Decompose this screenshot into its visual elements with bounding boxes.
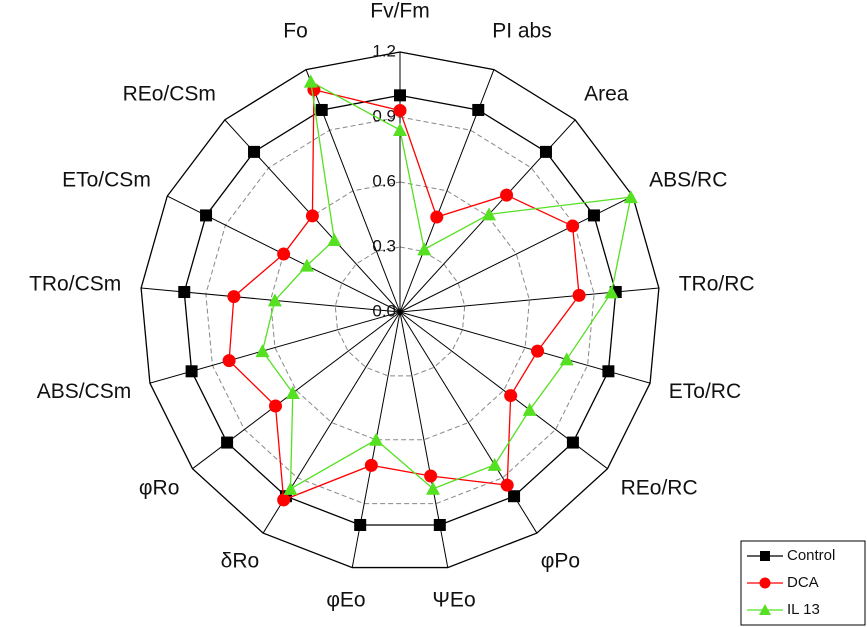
axis-label: Fo — [283, 19, 308, 42]
axis-label: Area — [584, 82, 629, 105]
data-point — [500, 478, 514, 492]
data-point — [602, 365, 615, 378]
legend-label: Control — [787, 547, 835, 564]
axis-label: Fv/Fm — [370, 0, 429, 23]
data-point — [566, 219, 580, 233]
legend-label: DCA — [787, 574, 819, 591]
data-point — [255, 344, 270, 358]
data-point — [221, 436, 234, 449]
data-point — [472, 103, 485, 116]
legend-marker — [760, 551, 770, 561]
data-point — [572, 288, 586, 302]
data-point — [227, 290, 241, 304]
legend-marker — [759, 604, 771, 615]
data-point — [522, 402, 537, 416]
data-point — [487, 457, 502, 471]
data-point — [178, 286, 191, 299]
data-point — [430, 210, 444, 224]
grid-ring — [205, 116, 595, 505]
data-point — [305, 209, 319, 223]
data-point — [426, 481, 441, 495]
series-line — [261, 80, 632, 490]
data-point — [508, 490, 521, 503]
data-point — [200, 209, 213, 222]
series-line — [228, 88, 580, 501]
axis-label: ETo/CSm — [62, 168, 151, 191]
data-point — [604, 285, 619, 299]
axis-label: REo/CSm — [123, 82, 216, 105]
legend-label: IL 13 — [787, 601, 820, 618]
data-point — [327, 232, 342, 246]
axis-label: φEo — [326, 589, 365, 612]
data-point — [277, 493, 291, 507]
data-point — [623, 190, 638, 204]
data-point — [559, 352, 574, 366]
axis-label: TRo/RC — [679, 272, 755, 295]
tick-label: 0.6 — [372, 171, 396, 190]
series-line — [183, 94, 617, 526]
axis-label: δRo — [221, 550, 260, 573]
data-point — [269, 399, 283, 413]
data-point — [504, 389, 518, 403]
axis-label: φRo — [139, 477, 179, 500]
data-point — [369, 432, 384, 446]
data-point — [283, 481, 298, 495]
axis-label: φPo — [541, 550, 580, 573]
data-point — [433, 518, 446, 531]
data-point — [394, 89, 406, 102]
tick-label: 0.0 — [372, 301, 396, 320]
axis-label: ΨEo — [432, 589, 475, 612]
tick-label: 0.9 — [372, 106, 396, 125]
grid-ring — [140, 51, 660, 569]
tick-label: 0.3 — [372, 236, 396, 255]
data-point — [393, 104, 407, 117]
series — [255, 74, 638, 495]
axis-label: ABS/RC — [649, 168, 727, 191]
data-point — [303, 74, 318, 88]
data-point — [393, 123, 407, 136]
data-point — [539, 145, 552, 158]
series — [222, 83, 586, 507]
data-point — [424, 469, 438, 483]
data-point — [299, 258, 314, 272]
data-point — [587, 209, 600, 222]
data-point — [277, 247, 291, 261]
data-point — [267, 293, 282, 307]
axis-label: PI abs — [492, 19, 552, 42]
legend-marker — [759, 577, 771, 589]
axis-label: REo/RC — [621, 477, 698, 500]
data-point — [500, 188, 514, 202]
tick-label: 1.2 — [372, 41, 396, 60]
data-point — [566, 436, 579, 449]
axis-label: ETo/RC — [669, 380, 741, 403]
axis-label: ABS/CSm — [37, 380, 132, 403]
data-point — [285, 385, 300, 399]
data-point — [354, 518, 367, 531]
axis-label: TRo/CSm — [29, 272, 121, 295]
data-point — [417, 242, 432, 256]
data-point — [364, 458, 378, 472]
data-point — [531, 344, 545, 358]
data-point — [315, 103, 328, 116]
data-point — [248, 145, 261, 158]
data-point — [185, 365, 198, 378]
data-point — [482, 207, 497, 221]
data-point — [222, 354, 236, 368]
grid-ring — [334, 246, 466, 377]
